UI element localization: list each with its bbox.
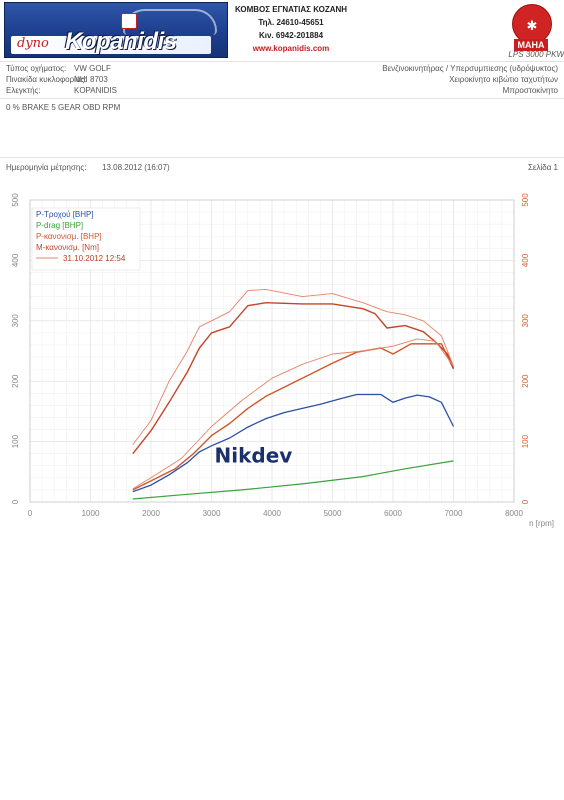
logo-name: Kopanidis (65, 28, 177, 55)
y-tick-label-left: 0 (11, 499, 20, 504)
maha-emblem-icon: ✱ (512, 4, 552, 44)
y-tick-label-left: 500 (11, 193, 20, 207)
drive-info: Μπροστοκίνητο (502, 86, 558, 95)
date-label: Ημερομηνία μέτρησης: (6, 163, 87, 172)
maha-label: MAHA (514, 39, 548, 51)
plate-label: Πινακίδα κυκλοφορίας: (6, 75, 87, 84)
y-tick-label-right: 300 (521, 314, 530, 328)
contact-block: ΚΟΜΒΟΣ ΕΓΝΑΤΙΑΣ ΚΟΖΑΝΗ Τηλ. 24610-45651 … (226, 3, 356, 55)
chart-axes: 0 1000 2000 3000 4000 5000 6000 7000 8000 0 0 100 10… (11, 193, 530, 518)
x-tick-label: 4000 (263, 509, 281, 518)
contact-website: www.kopanidis.com (252, 44, 330, 53)
contact-mobile: Κιν. 6942-201884 (258, 31, 324, 40)
header-divider (0, 61, 564, 62)
x-axis-label: n [rpm] (529, 519, 554, 528)
y-tick-label-right: 200 (521, 374, 530, 388)
page-number: Σελίδα 1 (527, 163, 558, 172)
legend-box (31, 207, 141, 271)
y-tick-label-left: 400 (11, 253, 20, 267)
vehicle-type-value: VW GOLF (74, 64, 111, 73)
maha-logo: ✱ MAHA LPS 3000 PKW (498, 2, 564, 60)
contact-address: ΚΟΜΒΟΣ ΕΓΝΑΤΙΑΣ ΚΟΖΑΝΗ (234, 5, 348, 14)
legend-entry: M-κανονισμ. [Nm] (36, 243, 99, 252)
inspector-value: KOPANIDIS (74, 86, 117, 95)
x-tick-label: 6000 (384, 509, 402, 518)
dyno-chart: 0 1000 2000 3000 4000 5000 6000 7000 8000 0 0 100 10… (11, 193, 554, 528)
series-line-comparison (132, 338, 454, 490)
maha-model: LPS 3000 PKW (508, 50, 564, 59)
logo-prefix: dyno (17, 36, 49, 51)
y-tick-label-right: 400 (521, 253, 530, 267)
x-tick-label: 8000 (505, 509, 523, 518)
legend-entry: 31.10.2012 12:54 (63, 254, 126, 263)
x-tick-label: 1000 (82, 509, 100, 518)
watermark: Nikdev (215, 444, 293, 468)
chart-series (132, 288, 455, 500)
chart-legend: P-Τροχού [BHP] P-drag [BHP] P-κανονισμ. [B… (31, 207, 141, 271)
y-tick-label-left: 300 (11, 314, 20, 328)
test-params: 0 % BRAKE 5 GEAR OBD RPM (6, 103, 121, 112)
plate-value: NHI 8703 (74, 75, 108, 84)
date-value: 13.08.2012 (16:07) (102, 163, 170, 172)
legend-entry: P-Τροχού [BHP] (36, 210, 94, 219)
inspector-label: Ελεγκτής: (6, 86, 41, 95)
y-tick-label-right: 0 (521, 499, 530, 504)
dyno-kopanidis-logo: dyno Kopanidis (4, 2, 228, 58)
vehicle-type-label: Τύπος οχήματος: (6, 64, 67, 73)
series-line-power (132, 343, 455, 491)
legend-entry: P-drag [BHP] (36, 221, 83, 230)
contact-phone: Τηλ. 24610-45651 (258, 18, 324, 27)
series-line-comparison (132, 288, 454, 445)
series-line-drag (132, 460, 454, 500)
y-tick-label-left: 100 (11, 434, 20, 448)
plot-frame (29, 199, 515, 503)
gearbox-info: Χειροκίνητο κιβώτιο ταχυτήτων (449, 75, 558, 84)
legend-entry: P-κανονισμ. [BHP] (36, 232, 102, 241)
x-tick-label: 2000 (142, 509, 160, 518)
y-tick-label-right: 500 (521, 193, 530, 207)
logo-banner (11, 36, 211, 54)
x-tick-label: 3000 (203, 509, 221, 518)
engine-info: Βενζινοκινητήρας / Υπερσυμπιεσης (υδρόψυ… (382, 64, 558, 73)
series-line-wheel (132, 393, 455, 493)
x-tick-label: 0 (28, 509, 33, 518)
badge-icon (121, 13, 137, 29)
series-line-torque (132, 301, 455, 455)
date-divider (0, 157, 564, 158)
info-divider (0, 98, 564, 99)
y-tick-label-right: 100 (521, 434, 530, 448)
y-tick-label-left: 200 (11, 374, 20, 388)
x-tick-label: 7000 (445, 509, 463, 518)
x-tick-label: 5000 (324, 509, 342, 518)
